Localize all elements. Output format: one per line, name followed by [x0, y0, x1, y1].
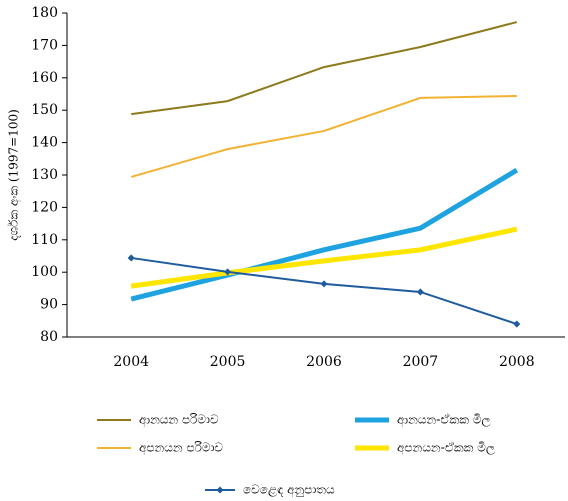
y-tick-label: 90 [40, 297, 58, 313]
series-line [131, 21, 518, 116]
x-tick-label: 2004 [113, 354, 149, 370]
x-tick-label: 2005 [210, 354, 246, 370]
legend-label: අපනයන-ඒකක මිල [397, 441, 495, 456]
series-line [130, 94, 517, 178]
point [224, 268, 232, 276]
legend-label: ආනයන-ඒකක මිල [397, 413, 491, 428]
point [320, 280, 328, 288]
x-tick-label: 2006 [306, 354, 342, 370]
y-tick-label: 150 [31, 102, 58, 118]
series-line [130, 226, 518, 289]
y-tick-label: 140 [31, 135, 58, 151]
y-tick-label: 120 [31, 199, 58, 215]
series-line [130, 167, 519, 302]
y-tick-label: 180 [31, 5, 58, 21]
x-tick-label: 2007 [403, 354, 439, 370]
point [127, 254, 135, 262]
y-tick-label: 170 [31, 37, 58, 53]
y-tick-label: 160 [31, 70, 58, 86]
y-tick-label: 110 [31, 232, 58, 248]
y-tick-label: 130 [31, 167, 58, 183]
legend-marker [216, 486, 224, 494]
y-tick-label: 80 [40, 329, 58, 345]
y-axis-label: දර්ශක අංක (1997=100) [7, 109, 22, 241]
legend-label: වෙළෙඳ අනුපාතය [243, 483, 335, 498]
legend-label: අපනයන පරිමාව [139, 441, 223, 456]
y-tick-label: 100 [31, 264, 58, 280]
x-tick-label: 2008 [499, 354, 535, 370]
point [416, 288, 424, 296]
series-line [131, 256, 518, 325]
point [513, 320, 521, 328]
legend-label: ආනයන පරිමාව [139, 413, 219, 428]
